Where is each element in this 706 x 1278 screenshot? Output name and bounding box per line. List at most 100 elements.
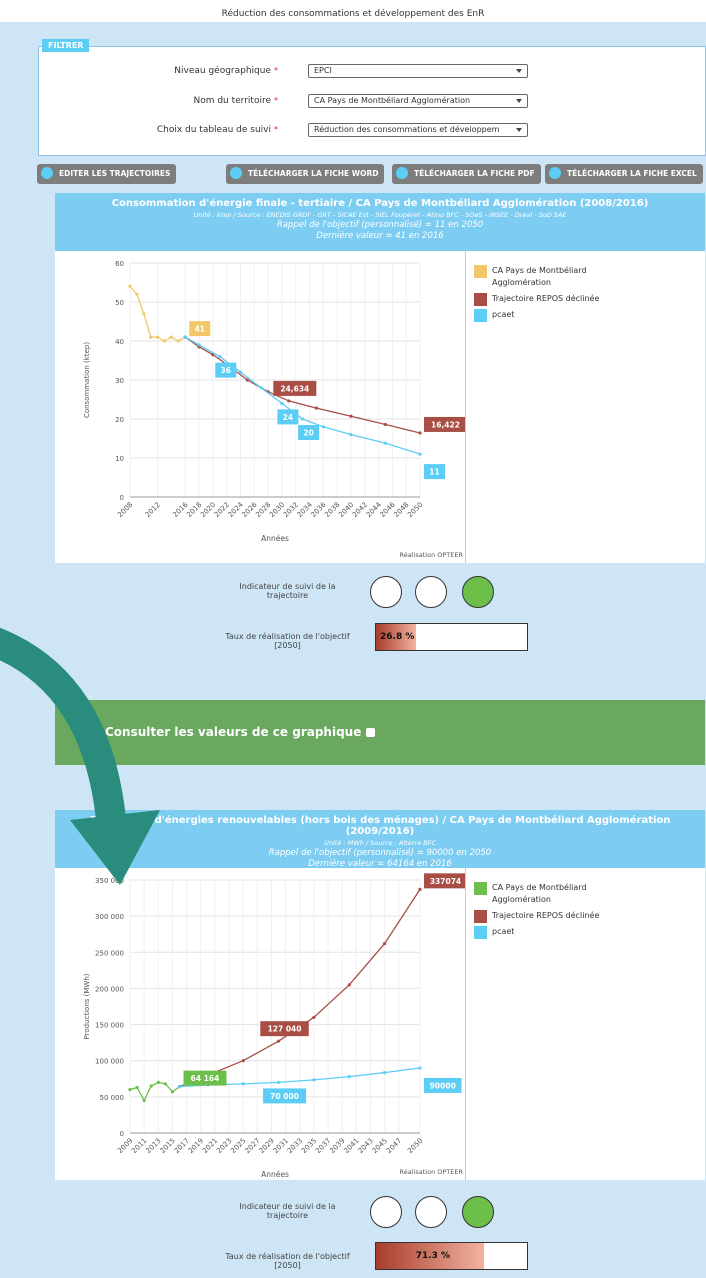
data-point: [418, 431, 421, 434]
required-mark: *: [274, 125, 278, 134]
data-label: 24: [283, 413, 293, 422]
chart-header: Consommation d'énergie finale - tertiair…: [55, 193, 705, 251]
data-point: [239, 371, 242, 374]
data-point: [143, 1099, 146, 1102]
data-point: [218, 355, 221, 358]
legend-item: Trajectoire REPOS déclinée: [474, 293, 632, 305]
legend-label: pcaet: [492, 310, 514, 319]
data-point: [383, 1071, 386, 1074]
y-tick-label: 60: [115, 260, 124, 268]
y-tick-label: 10: [115, 455, 124, 463]
x-axis-label: Années: [261, 1170, 289, 1179]
data-point: [142, 312, 145, 315]
data-point: [349, 415, 352, 418]
legend-swatch: [474, 926, 487, 939]
x-tick-label: 2047: [385, 1137, 403, 1155]
data-point: [171, 1090, 174, 1093]
data-point: [184, 336, 187, 339]
data-point: [170, 336, 173, 339]
filter-legend: FILTRER: [42, 39, 89, 52]
indicator-circle: [462, 576, 494, 608]
x-tick-label: 2050: [406, 1137, 424, 1155]
data-point: [348, 1075, 351, 1078]
x-tick-label: 2008: [116, 501, 134, 519]
chart-objective: Rappel de l'objectif (personnalisé) = 11…: [55, 220, 705, 230]
x-tick-label: 2012: [144, 501, 162, 519]
data-label: 11: [429, 468, 439, 477]
data-point: [418, 1066, 421, 1069]
y-tick-label: 100 000: [95, 1058, 124, 1066]
legend-item: Trajectoire REPOS déclinée: [474, 910, 632, 922]
data-point: [348, 983, 351, 986]
select[interactable]: Réduction des consommations et développe…: [308, 123, 528, 137]
plus-icon: [366, 728, 375, 737]
legend-label: Trajectoire REPOS déclinée: [492, 294, 599, 303]
x-tick-label: 2045: [371, 1137, 389, 1155]
data-point: [384, 442, 387, 445]
rate-title: Taux de réalisation de l'objectif [2050]: [225, 632, 350, 650]
data-point: [260, 386, 263, 389]
x-tick-label: 2029: [258, 1137, 276, 1155]
button[interactable]: TÉLÉCHARGER LA FICHE WORD: [226, 164, 384, 184]
indicator-circle: [415, 1196, 447, 1228]
data-point: [197, 343, 200, 346]
legend-label: Trajectoire REPOS déclinée: [492, 911, 599, 920]
x-tick-label: 2043: [357, 1137, 375, 1155]
indicator-circle: [370, 576, 402, 608]
chart-last-value: Dernière valeur = 41 en 2016: [55, 231, 705, 241]
data-label: 41: [195, 325, 205, 334]
x-tick-label: 2023: [215, 1137, 233, 1155]
data-point: [164, 1082, 167, 1085]
y-tick-label: 30: [115, 377, 124, 385]
data-point: [277, 1040, 280, 1043]
data-point: [177, 339, 180, 342]
data-point: [287, 399, 290, 402]
button[interactable]: EDITER LES TRAJECTOIRES: [37, 164, 176, 184]
x-tick-label: 2019: [187, 1137, 205, 1155]
select[interactable]: CA Pays de Montbéliard Agglomération: [308, 94, 528, 108]
rate-title: Taux de réalisation de l'objectif [2050]: [225, 1252, 350, 1270]
data-point: [163, 339, 166, 342]
y-tick-label: 50 000: [100, 1094, 125, 1102]
data-point: [128, 285, 131, 288]
x-tick-label: 2021: [201, 1137, 219, 1155]
legend-item: pcaet: [474, 926, 632, 938]
legend-swatch: [474, 882, 487, 895]
button[interactable]: TÉLÉCHARGER LA FICHE PDF: [392, 164, 541, 184]
data-point: [150, 1084, 153, 1087]
data-label: 24,634: [280, 384, 309, 393]
button[interactable]: TÉLÉCHARGER LA FICHE EXCEL: [545, 164, 703, 184]
y-tick-label: 150 000: [95, 1022, 124, 1030]
x-tick-label: 2031: [272, 1137, 290, 1155]
y-tick-label: 200 000: [95, 985, 124, 993]
y-axis-label: Productions (MWh): [83, 973, 91, 1039]
data-label: 70 000: [270, 1092, 299, 1101]
data-point: [128, 1088, 131, 1091]
indicator-label: Indicateur de suivi de la trajectoire: [225, 582, 350, 600]
credit: Réalisation OPTEER: [400, 1168, 464, 1176]
y-tick-label: 50: [115, 299, 124, 307]
data-point: [312, 1078, 315, 1081]
credit: Réalisation OPTEER: [400, 551, 464, 559]
data-point: [157, 1081, 160, 1084]
data-point: [277, 1081, 280, 1084]
data-point: [242, 1059, 245, 1062]
legend-swatch: [474, 293, 487, 306]
field-label: Choix du tableau de suivi*: [40, 125, 278, 135]
x-tick-label: 2041: [342, 1137, 360, 1155]
select[interactable]: EPCI: [308, 64, 528, 78]
data-point: [315, 406, 318, 409]
x-tick-label: 2015: [159, 1137, 177, 1155]
data-label: 90000: [430, 1081, 456, 1090]
progress-bar: 26.8 %: [375, 623, 528, 651]
legend-label: CA Pays de Montbéliard Agglomération: [492, 266, 587, 287]
data-point: [149, 336, 152, 339]
legend-swatch: [474, 910, 487, 923]
x-axis-label: Années: [261, 534, 289, 543]
progress-label: 71.3 %: [412, 1243, 450, 1269]
x-tick-label: 2037: [314, 1137, 332, 1155]
